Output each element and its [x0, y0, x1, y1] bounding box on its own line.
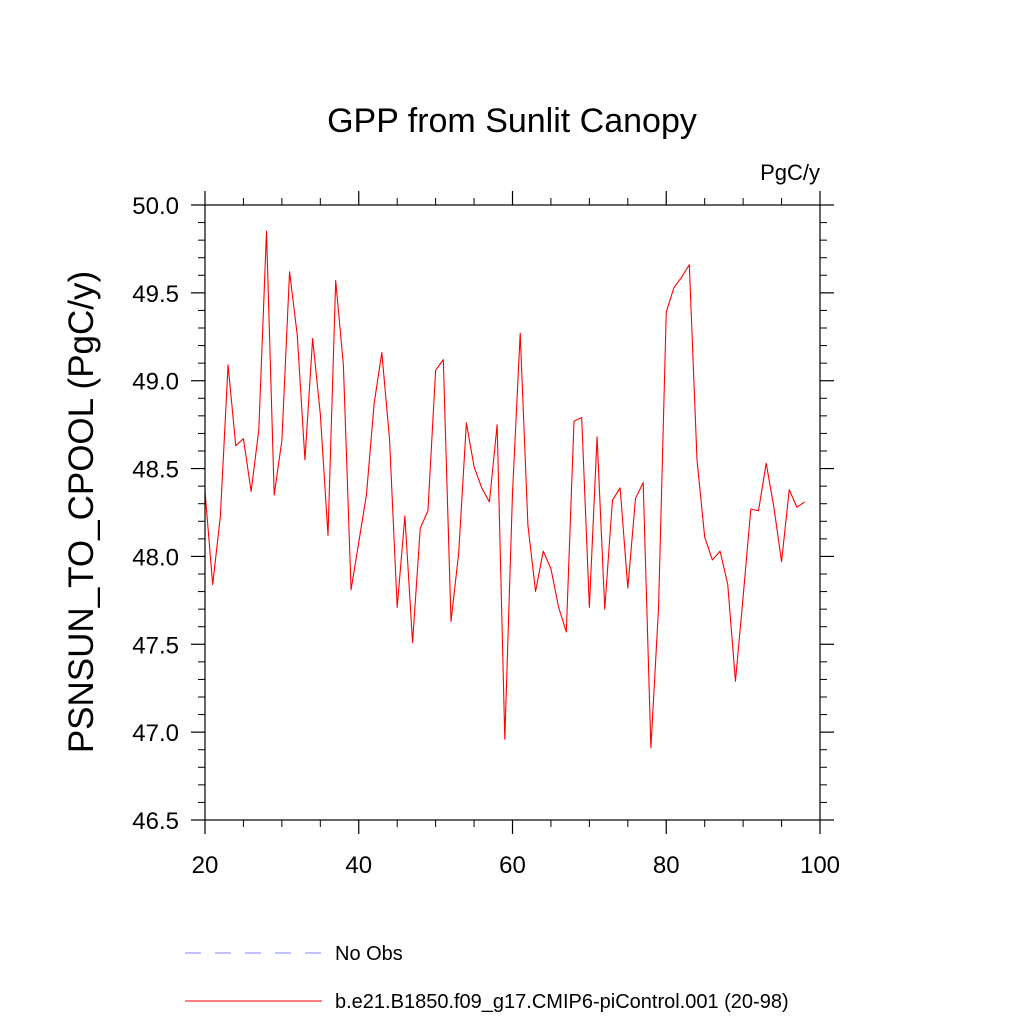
- y-tick-label: 47.0: [132, 720, 179, 747]
- y-tick-label: 48.5: [132, 457, 179, 484]
- plot-series: [204, 230, 805, 749]
- plot-frame: [204, 204, 821, 821]
- y-tick-label: 47.5: [132, 632, 179, 659]
- y-tick-label: 49.5: [132, 281, 179, 308]
- y-axis-label: PSNSUN_TO_CPOOL (PgC/y): [62, 271, 101, 753]
- legend-label: b.e21.B1850.f09_g17.CMIP6-piControl.001 …: [335, 991, 789, 1013]
- y-tick-label: 50.0: [132, 193, 179, 220]
- x-tick-label: 80: [653, 852, 680, 879]
- units-label: PgC/y: [760, 160, 820, 185]
- x-tick-label: 40: [345, 852, 372, 879]
- y-tick-label: 46.5: [132, 808, 179, 835]
- axis-ticks: 20 40 60 80 100 46.5 47.0 47.5 48.0 48.5 49.0 49.5 5…: [132, 191, 840, 879]
- chart-title: GPP from Sunlit Canopy: [327, 102, 697, 140]
- y-tick-label: 48.0: [132, 544, 179, 571]
- legend-label: No Obs: [335, 943, 403, 965]
- y-tick-label: 49.0: [132, 369, 179, 396]
- legend: No Obs b.e21.B1850.f09_g17.CMIP6-piContro…: [185, 943, 789, 1013]
- series-line: [204, 230, 805, 749]
- x-tick-label: 100: [800, 852, 840, 879]
- x-tick-label: 20: [192, 852, 219, 879]
- x-tick-label: 60: [499, 852, 526, 879]
